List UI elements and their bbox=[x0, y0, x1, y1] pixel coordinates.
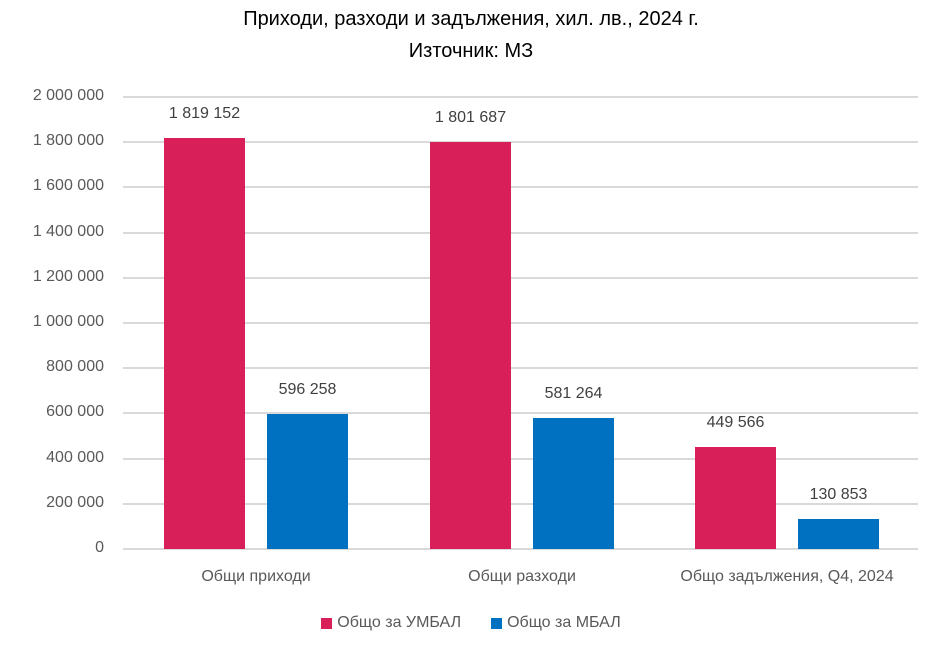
data-label: 449 566 bbox=[706, 414, 765, 432]
bar-umbal bbox=[164, 137, 245, 549]
y-tick-label: 2 000 000 bbox=[32, 87, 104, 104]
y-tick-label: 1 600 000 bbox=[32, 177, 104, 195]
y-tick-label: 600 000 bbox=[46, 403, 104, 421]
y-tick-label: 1 000 000 bbox=[32, 313, 104, 330]
legend-label-mbal: Общо за МБАЛ bbox=[507, 614, 621, 631]
legend-item-mbal: Общо за МБАЛ bbox=[491, 614, 621, 632]
y-tick-label: 1 400 000 bbox=[32, 222, 104, 240]
gridline bbox=[123, 502, 918, 505]
gridline bbox=[123, 367, 918, 370]
data-label: 596 258 bbox=[278, 381, 337, 399]
bar-mbal bbox=[267, 414, 348, 549]
x-category-label: Общи приходи bbox=[201, 568, 311, 585]
gridline bbox=[123, 457, 918, 460]
y-tick-label: 800 000 bbox=[46, 358, 104, 376]
gridline bbox=[123, 322, 918, 324]
y-tick-label: 0 bbox=[95, 539, 104, 556]
data-label: 581 264 bbox=[544, 384, 603, 402]
data-label: 1 801 687 bbox=[434, 108, 507, 126]
chart-subtitle: Източник: МЗ bbox=[408, 40, 534, 62]
gridline bbox=[123, 412, 918, 415]
bar-mbal bbox=[798, 519, 879, 549]
legend-swatch-mbal bbox=[491, 617, 503, 629]
gridline bbox=[123, 276, 918, 279]
data-label: 1 819 152 bbox=[168, 104, 241, 122]
bar-umbal bbox=[430, 141, 511, 549]
data-label: 130 853 bbox=[809, 486, 868, 504]
gridline bbox=[123, 231, 918, 234]
gridline bbox=[123, 548, 918, 550]
bar-umbal bbox=[695, 447, 776, 549]
y-tick-label: 1 200 000 bbox=[32, 267, 104, 285]
legend: Общо за УМБАЛ Общо за МБАЛ bbox=[0, 614, 942, 632]
bar-mbal bbox=[533, 417, 614, 549]
x-category-label: Общо задължения, Q4, 2024 bbox=[680, 568, 894, 585]
x-category-label: Общи разходи bbox=[468, 568, 576, 585]
y-tick-label: 1 800 000 bbox=[32, 132, 104, 150]
gridline bbox=[123, 96, 918, 98]
legend-item-umbal: Общо за УМБАЛ bbox=[321, 614, 461, 632]
legend-swatch-umbal bbox=[321, 617, 333, 629]
gridline bbox=[123, 186, 918, 189]
y-tick-label: 200 000 bbox=[46, 493, 104, 511]
chart-title: Приходи, разходи и задължения, хил. лв.,… bbox=[243, 8, 699, 30]
gridline bbox=[123, 141, 918, 144]
legend-label-umbal: Общо за УМБАЛ bbox=[337, 614, 462, 631]
y-tick-label: 400 000 bbox=[46, 448, 104, 466]
